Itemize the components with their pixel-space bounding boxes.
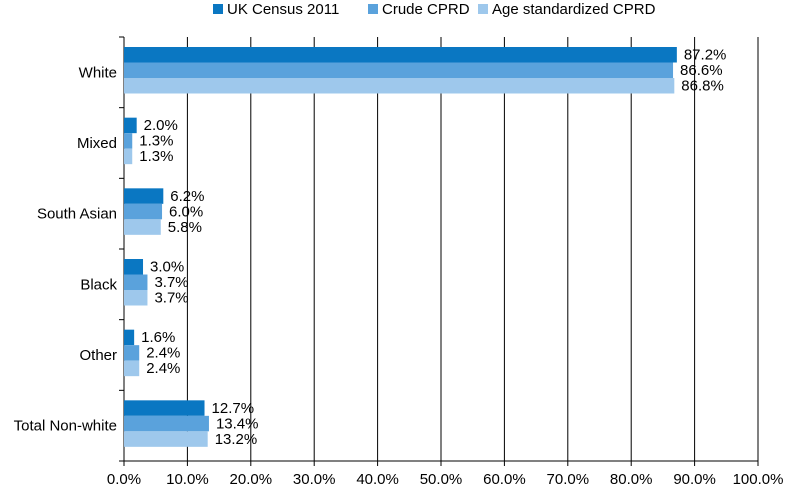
category-label: Black — [80, 276, 117, 293]
bar — [124, 360, 140, 377]
data-label: 86.6% — [680, 62, 723, 79]
x-tick-label: 100.0% — [733, 471, 784, 488]
data-label: 3.0% — [150, 259, 184, 276]
data-label: 2.4% — [146, 345, 180, 362]
legend-label: UK Census 2011 — [227, 1, 339, 18]
x-tick-label: 10.0% — [166, 471, 209, 488]
legend-swatch — [478, 4, 488, 14]
x-tick-label: 50.0% — [420, 471, 463, 488]
bar — [124, 62, 674, 78]
legend-swatch — [368, 4, 378, 14]
data-label: 12.7% — [212, 400, 255, 417]
data-label: 13.2% — [215, 431, 258, 448]
bar — [124, 329, 135, 346]
data-label: 87.2% — [684, 47, 727, 64]
bar — [124, 148, 133, 165]
x-tick-label: 90.0% — [673, 471, 716, 488]
bar — [124, 345, 140, 361]
bar — [124, 188, 164, 204]
x-tick-label: 60.0% — [483, 471, 526, 488]
bar — [124, 290, 148, 306]
x-tick-label: 20.0% — [230, 471, 273, 488]
category-label: Total Non-white — [14, 418, 117, 435]
bar — [124, 78, 675, 94]
bar — [124, 274, 148, 290]
x-tick-label: 70.0% — [547, 471, 590, 488]
data-label: 1.6% — [141, 329, 175, 346]
bar — [124, 133, 133, 149]
bar — [124, 47, 677, 63]
data-label: 6.0% — [169, 203, 203, 220]
data-label: 2.0% — [144, 117, 178, 134]
data-label: 3.7% — [154, 274, 188, 291]
x-tick-label: 30.0% — [293, 471, 336, 488]
bar — [124, 431, 208, 447]
bar — [124, 400, 205, 416]
data-label: 1.3% — [139, 148, 173, 165]
data-label: 3.7% — [154, 290, 188, 307]
bar — [124, 259, 144, 275]
data-label: 6.2% — [170, 188, 204, 205]
bar — [124, 415, 209, 432]
data-label: 86.8% — [681, 78, 724, 95]
legend-label: Age standardized CPRD — [492, 1, 656, 18]
data-label: 13.4% — [216, 415, 259, 432]
x-tick-label: 40.0% — [356, 471, 399, 488]
x-tick-label: 80.0% — [610, 471, 653, 488]
category-label: South Asian — [37, 206, 117, 223]
legend-swatch — [213, 4, 223, 14]
category-label: White — [79, 64, 117, 81]
x-tick-label: 0.0% — [107, 471, 141, 488]
bar — [124, 117, 137, 134]
legend-label: Crude CPRD — [382, 1, 470, 18]
data-label: 5.8% — [168, 219, 202, 236]
data-label: 1.3% — [139, 133, 173, 150]
data-label: 2.4% — [146, 360, 180, 377]
category-label: Other — [79, 347, 117, 364]
bar — [124, 203, 163, 220]
category-label: Mixed — [77, 135, 117, 152]
bar — [124, 219, 161, 235]
